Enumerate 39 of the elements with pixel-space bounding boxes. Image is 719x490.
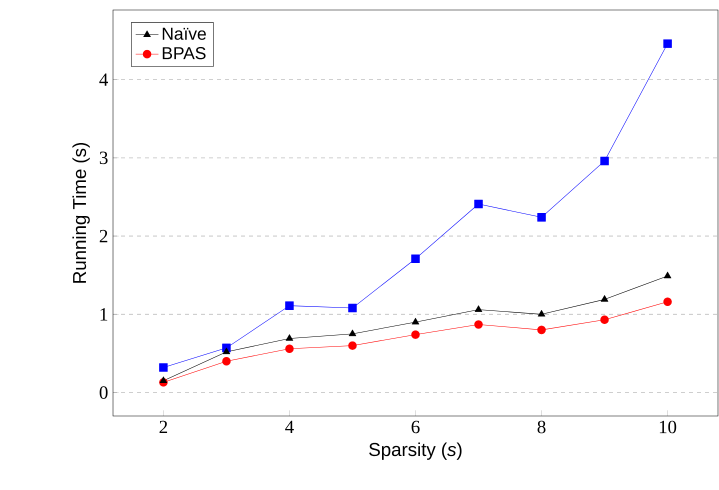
point [537,213,546,222]
point [348,304,357,312]
point [537,326,546,334]
point [663,39,672,48]
y-tick-label: 3 [100,152,108,164]
point [474,200,483,208]
point [538,310,546,317]
y-tick-label: 0 [100,386,108,399]
legend-label: Naïve [162,28,206,40]
point [348,330,356,336]
x-tick-label: 4 [285,420,294,433]
x-tick-label: 10 [660,420,676,434]
legend-label: BPAS [162,47,206,60]
point [159,363,168,372]
x-tick-label: 6 [412,420,420,434]
y-tick-label: 2 [100,230,108,242]
point [285,301,294,310]
point [348,341,357,350]
point [286,334,294,341]
x-tick-label: 8 [538,420,546,434]
point [600,295,608,302]
y-axis-title: Running Time (s) [72,142,90,283]
point [160,376,168,384]
point [664,272,672,278]
y-tick-label: 1 [100,308,108,320]
y-tick-label: 4 [99,73,108,86]
x-axis-title: Sparsity (s) [369,442,462,460]
point [663,298,672,306]
point [600,156,609,166]
point [411,254,420,264]
point [222,348,230,354]
point [412,318,420,324]
point [600,316,609,324]
x-tick-label: 2 [160,420,168,434]
point [222,356,231,366]
point [411,330,420,339]
point [474,305,482,312]
point [474,320,483,329]
point [285,344,294,353]
